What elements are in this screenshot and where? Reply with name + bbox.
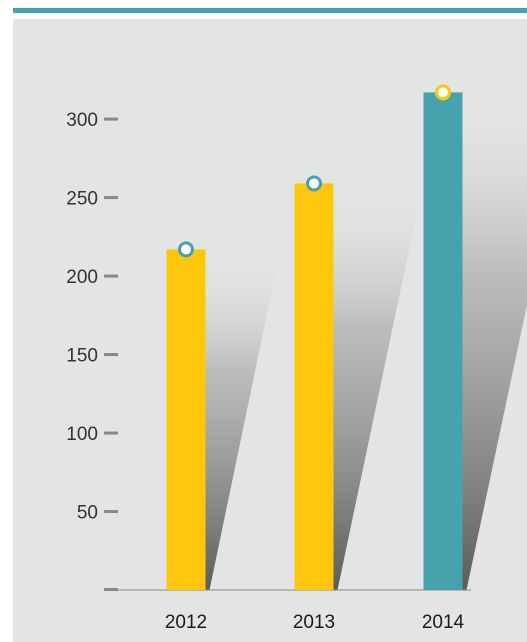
y-tick-label: 250 [66, 189, 98, 210]
y-tick-mark [104, 431, 118, 435]
y-tick-mark [104, 196, 118, 200]
bar-2013 [294, 183, 334, 590]
value-marker [435, 84, 451, 101]
bar-2012 [166, 249, 206, 590]
y-tick-mark [104, 274, 118, 278]
bar-shadow [205, 249, 281, 590]
value-marker [178, 241, 194, 258]
y-tick-label: 200 [66, 267, 98, 288]
x-tick-label: 2013 [293, 612, 335, 633]
bar-shadow [333, 183, 423, 590]
value-marker [306, 175, 322, 192]
accent-top-bar [13, 8, 527, 13]
y-tick-label: 150 [66, 346, 98, 367]
bar-group [166, 92, 463, 590]
y-tick-mark [104, 353, 118, 357]
x-tick-label: 2014 [422, 612, 465, 633]
y-tick-mark [104, 117, 118, 121]
bar-shadows [205, 92, 527, 590]
y-tick-mark [104, 510, 118, 514]
axis-group: 50 100 150 200 250 300 2012 2013 2014 [66, 110, 471, 633]
y-tick-label: 50 [77, 503, 98, 524]
bar-2014 [423, 92, 463, 590]
y-tick-label: 300 [66, 110, 98, 131]
y-tick-label: 100 [66, 424, 98, 445]
marker-group [178, 84, 451, 258]
x-tick-label: 2012 [165, 612, 207, 633]
bar-shadow [462, 92, 527, 590]
y-tick-mark [104, 588, 118, 591]
